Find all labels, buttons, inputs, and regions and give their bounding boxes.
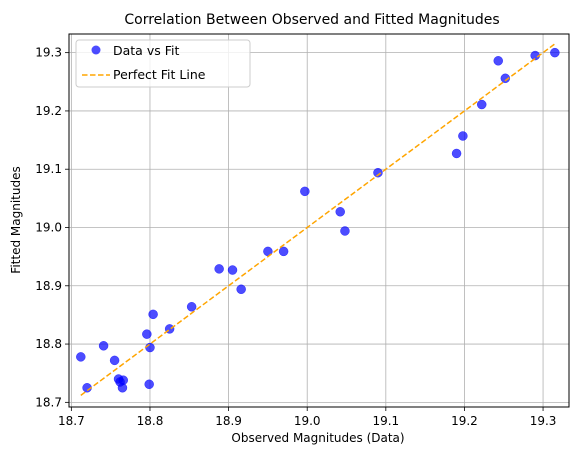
data-point <box>227 265 238 275</box>
data-point <box>236 284 246 295</box>
legend-marker-data <box>91 45 101 55</box>
x-tick-label: 19.0 <box>294 414 321 428</box>
x-tick-label: 18.8 <box>137 414 164 428</box>
data-point <box>278 246 289 257</box>
x-tick-label: 18.9 <box>215 414 242 428</box>
data-point <box>373 167 383 178</box>
data-point <box>145 342 155 353</box>
x-tick-label: 18.7 <box>58 414 85 428</box>
y-tick-label: 19.1 <box>35 162 62 176</box>
data-point <box>118 375 128 385</box>
data-point <box>451 148 462 159</box>
x-tick-label: 19.2 <box>451 414 478 428</box>
legend-label-fit-line: Perfect Fit Line <box>113 67 206 82</box>
data-point <box>109 355 120 366</box>
legend: Data vs Fit Perfect Fit Line <box>75 39 251 88</box>
data-point <box>493 56 503 66</box>
data-point <box>458 131 468 141</box>
perfect-fit-line <box>80 43 556 396</box>
data-point <box>300 186 310 197</box>
x-tick-label: 19.1 <box>372 414 399 428</box>
x-axis-label: Observed Magnitudes (Data) <box>231 431 404 445</box>
grid-lines <box>69 34 569 407</box>
data-point <box>340 226 350 236</box>
plot-frame <box>68 33 570 408</box>
data-point <box>186 302 197 312</box>
x-tick-label: 19.3 <box>530 414 557 428</box>
chart-title: Correlation Between Observed and Fitted … <box>124 12 499 28</box>
data-point <box>148 309 158 320</box>
y-axis-label: Fitted Magnitudes <box>9 166 23 273</box>
data-point <box>144 379 154 390</box>
data-point <box>476 99 487 110</box>
y-tick-label: 18.7 <box>35 395 62 409</box>
data-point <box>214 264 224 274</box>
legend-label-data: Data vs Fit <box>113 43 179 58</box>
legend-box <box>75 39 251 88</box>
y-tick-label: 18.9 <box>35 279 62 293</box>
y-tick-label: 19.2 <box>35 104 62 118</box>
x-axis-ticks: 18.7 18.8 18.9 19.0 19.1 19.2 19.3 <box>58 407 556 428</box>
data-point <box>142 329 152 339</box>
y-tick-label: 18.8 <box>35 337 62 351</box>
chart-marks <box>76 43 560 396</box>
data-point <box>550 47 560 58</box>
data-point <box>76 352 86 362</box>
y-tick-label: 19.0 <box>35 220 62 234</box>
data-point <box>335 207 345 217</box>
data-point <box>98 341 109 351</box>
y-axis-ticks: 18.7 18.8 18.9 19.0 19.1 19.2 19.3 <box>35 46 69 409</box>
data-point <box>500 73 511 84</box>
y-tick-label: 19.3 <box>35 46 62 60</box>
